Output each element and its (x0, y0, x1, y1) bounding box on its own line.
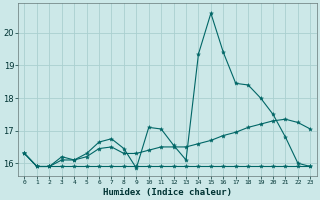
X-axis label: Humidex (Indice chaleur): Humidex (Indice chaleur) (103, 188, 232, 197)
